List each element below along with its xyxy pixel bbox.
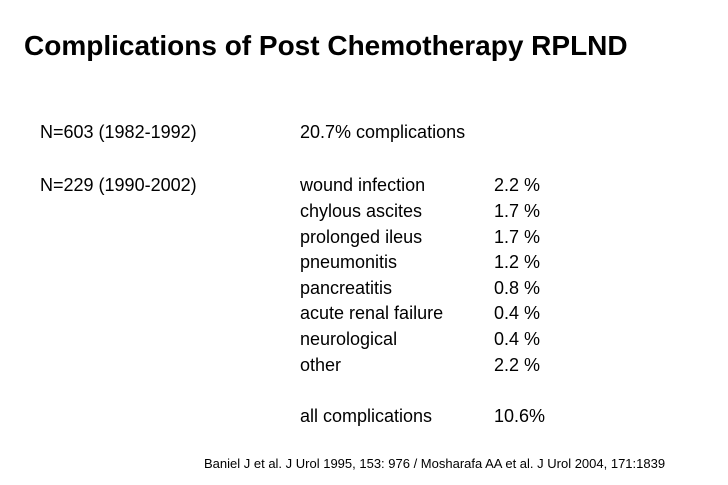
complication-name: pneumonitis bbox=[300, 252, 398, 272]
complication-rate: 1.7 % bbox=[494, 201, 541, 221]
complication-name: neurological bbox=[300, 329, 398, 349]
complication-rate: 0.4 % bbox=[494, 329, 541, 349]
complication-name: acute renal failure bbox=[300, 303, 444, 323]
complication-name: pancreatitis bbox=[300, 278, 393, 298]
complication-rate: 0.4 % bbox=[494, 303, 541, 323]
complication-name: wound infection bbox=[300, 175, 426, 195]
complication-name: chylous ascites bbox=[300, 201, 423, 221]
citation: Baniel J et al. J Urol 1995, 153: 976 / … bbox=[204, 456, 666, 471]
cohort2-label: N=229 (1990-2002) bbox=[40, 175, 197, 195]
complication-rate: 2.2 % bbox=[494, 355, 541, 375]
total-complications-rate: 10.6% bbox=[494, 406, 546, 426]
complication-rate: 2.2 % bbox=[494, 175, 541, 195]
complication-rate: 1.2 % bbox=[494, 252, 541, 272]
complication-name: prolonged ileus bbox=[300, 227, 423, 247]
complication-rate: 0.8 % bbox=[494, 278, 541, 298]
cohort1-result: 20.7% complications bbox=[300, 122, 466, 142]
slide-title: Complications of Post Chemotherapy RPLND bbox=[24, 30, 628, 61]
complication-name: other bbox=[300, 355, 342, 375]
cohort1-label: N=603 (1982-1992) bbox=[40, 122, 197, 142]
complication-rate: 1.7 % bbox=[494, 227, 541, 247]
total-complications-label: all complications bbox=[300, 406, 433, 426]
